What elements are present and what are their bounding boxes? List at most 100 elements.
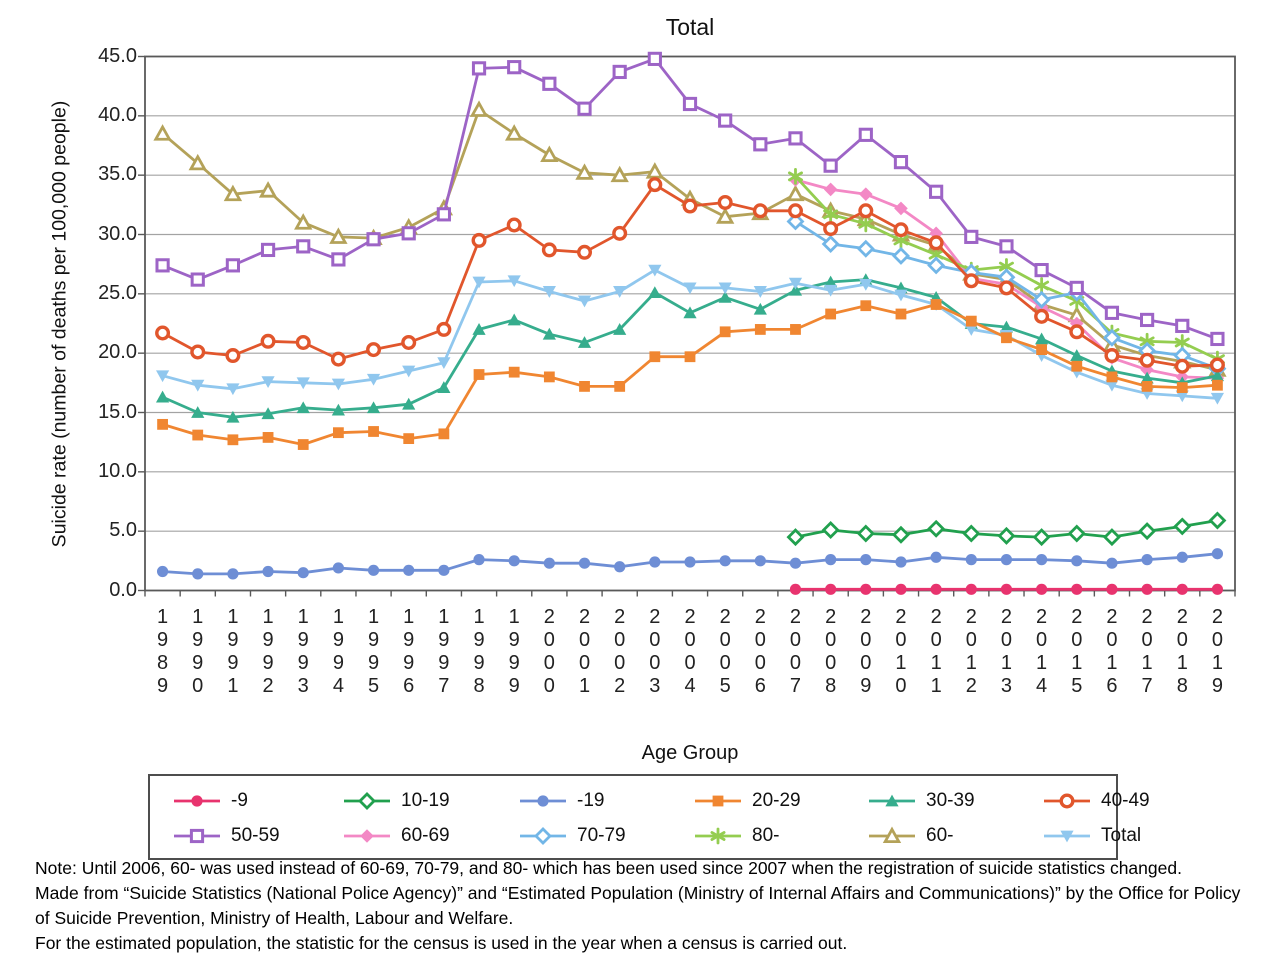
series--19-marker bbox=[332, 562, 344, 574]
series--19-marker bbox=[473, 554, 485, 566]
y-tick-label: 40.0 bbox=[98, 103, 137, 126]
series-50-59-marker bbox=[190, 272, 205, 287]
series-50-59-marker bbox=[612, 64, 627, 80]
x-year-label: 2 0 1 1 bbox=[930, 606, 942, 697]
series-50-59-marker bbox=[893, 155, 909, 170]
series-80--marker bbox=[823, 209, 839, 220]
x-year-label: 2 0 0 8 bbox=[825, 606, 837, 697]
series-10-19-marker bbox=[891, 525, 910, 544]
series--19-marker bbox=[297, 567, 309, 579]
series-50-59-marker bbox=[823, 158, 838, 173]
series--19-marker bbox=[403, 564, 415, 576]
series-30-39-marker bbox=[437, 381, 451, 393]
series-20-29-marker bbox=[403, 433, 415, 445]
x-year-label: 2 0 0 1 bbox=[578, 606, 591, 697]
series--19-marker bbox=[754, 555, 766, 567]
series--19-marker bbox=[367, 564, 380, 576]
series-40-49-marker bbox=[436, 321, 452, 337]
series-20-29-marker bbox=[719, 326, 731, 338]
x-year-label: 1 9 9 3 bbox=[297, 606, 309, 697]
series-30-39-marker bbox=[296, 401, 310, 414]
x-year-label: 2 0 1 9 bbox=[1211, 606, 1223, 697]
60-69-legend-marker-icon bbox=[344, 829, 390, 843]
series-60--marker bbox=[329, 227, 348, 244]
series--19-marker bbox=[860, 554, 872, 566]
series-20-29-marker bbox=[157, 418, 168, 430]
series-40-49-marker bbox=[682, 198, 698, 214]
series-Total-marker bbox=[402, 365, 416, 378]
series-60--marker bbox=[715, 207, 735, 224]
series-10-19-marker bbox=[786, 528, 805, 547]
series-50-59-marker bbox=[296, 239, 311, 254]
series-10-19-marker bbox=[1173, 517, 1192, 536]
series--19-marker bbox=[1000, 554, 1013, 566]
series-Total-marker bbox=[859, 278, 873, 291]
series-50-59-marker bbox=[1210, 331, 1225, 347]
series--9-marker bbox=[930, 583, 942, 595]
series--19-marker bbox=[649, 556, 661, 568]
series-70-79-marker bbox=[856, 239, 875, 258]
series-40-49-marker bbox=[471, 232, 487, 248]
series--19-marker bbox=[156, 565, 169, 578]
series-50-59-marker bbox=[155, 258, 170, 273]
series-20-29-marker bbox=[297, 439, 309, 450]
series-10-19-marker bbox=[1208, 511, 1227, 530]
series-30-39-marker bbox=[999, 320, 1014, 333]
series-10-19-marker bbox=[997, 526, 1016, 545]
series-10-19-marker bbox=[821, 521, 840, 539]
series--19-marker bbox=[1036, 554, 1048, 566]
x-year-label: 2 0 1 3 bbox=[1000, 606, 1012, 697]
series--9-marker bbox=[860, 583, 872, 595]
series-60--marker bbox=[294, 213, 313, 230]
series-Total-marker bbox=[1210, 392, 1225, 405]
series-Total-marker bbox=[191, 379, 205, 392]
series-20-29-marker bbox=[579, 380, 590, 392]
legend-item-20-29: 20-29 bbox=[693, 788, 801, 814]
x-year-label: 1 9 9 6 bbox=[403, 606, 415, 697]
legend-item-10-19: 10-19 bbox=[342, 788, 450, 814]
series-30-39-marker bbox=[1070, 349, 1084, 361]
series-50-59-marker bbox=[401, 226, 416, 241]
10-19-legend-marker-icon bbox=[344, 792, 390, 810]
x-year-label: 2 0 0 0 bbox=[543, 606, 555, 697]
series-70-79-marker bbox=[821, 235, 840, 253]
series-60--marker bbox=[469, 100, 489, 117]
series-50-59-marker bbox=[929, 184, 944, 199]
legend-item-30-39: 30-39 bbox=[867, 788, 975, 814]
series-10-19-marker bbox=[1102, 528, 1121, 547]
series-20-29-marker bbox=[508, 366, 520, 378]
series--9-marker bbox=[965, 583, 977, 595]
series--9-marker bbox=[1036, 583, 1048, 595]
legend-label: 70-79 bbox=[577, 825, 626, 846]
series-30-39-marker bbox=[824, 275, 838, 288]
series-50-59-marker bbox=[1175, 318, 1190, 333]
note-line-3: For the estimated population, the statis… bbox=[35, 932, 848, 953]
x-year-label: 2 0 0 3 bbox=[649, 606, 661, 697]
legend-label: 40-49 bbox=[1101, 790, 1150, 811]
series-40-49-marker bbox=[155, 325, 171, 341]
series-Total-marker bbox=[824, 284, 838, 297]
series--19-marker bbox=[262, 565, 274, 578]
series-20-29-marker bbox=[649, 351, 661, 363]
series-40-49-marker bbox=[295, 334, 311, 350]
series--19-marker bbox=[1141, 554, 1153, 566]
x-year-label: 2 0 1 6 bbox=[1106, 606, 1118, 697]
legend-label: 30-39 bbox=[926, 790, 975, 811]
series-50-59-marker bbox=[331, 252, 346, 267]
series--19-marker bbox=[825, 554, 837, 566]
series--19-marker bbox=[895, 556, 907, 568]
plot-frame bbox=[144, 55, 1236, 592]
series-50-59-marker bbox=[542, 76, 557, 91]
legend-label: -9 bbox=[231, 790, 248, 811]
legend-label: 20-29 bbox=[752, 790, 801, 811]
legend-item--19: -19 bbox=[518, 788, 604, 814]
series--19-marker bbox=[1071, 555, 1083, 567]
series-50-59-marker bbox=[858, 127, 873, 142]
legend-item-70-79: 70-79 bbox=[518, 823, 626, 849]
series-40-49-marker bbox=[928, 235, 944, 251]
series-80--marker bbox=[1174, 337, 1190, 348]
series--19-marker bbox=[719, 555, 731, 567]
series-60-69-marker bbox=[894, 201, 908, 216]
x-year-label: 1 9 9 7 bbox=[438, 606, 450, 697]
